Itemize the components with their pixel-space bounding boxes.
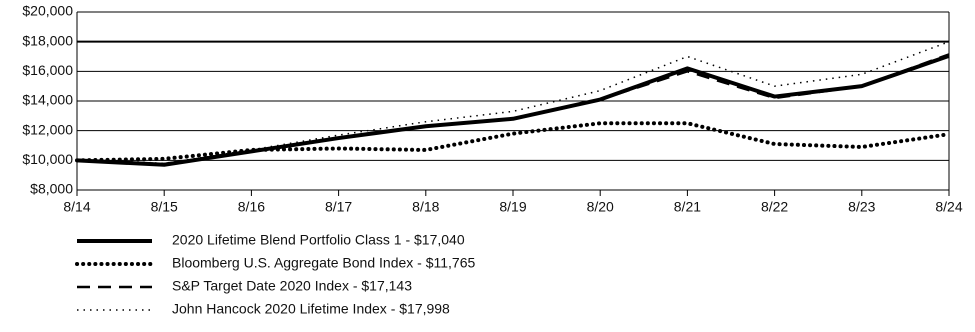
y-tick-label: $10,000 (22, 151, 73, 167)
series-line (76, 54, 950, 167)
y-tick-label: $12,000 (22, 121, 73, 137)
x-tick-label: 8/14 (63, 199, 90, 215)
x-tick-label: 8/22 (761, 199, 788, 215)
legend-label: Bloomberg U.S. Aggregate Bond Index - $1… (172, 255, 475, 271)
x-tick-label: 8/23 (848, 199, 875, 215)
y-tick-label: $16,000 (22, 62, 73, 78)
y-tick-label: $8,000 (30, 181, 73, 197)
series-line (76, 53, 950, 166)
series-line (76, 40, 950, 165)
legend-label: S&P Target Date 2020 Index - $17,143 (172, 278, 412, 294)
x-tick-label: 8/21 (674, 199, 701, 215)
y-tick-label: $14,000 (22, 92, 73, 108)
x-tick-label: 8/17 (325, 199, 352, 215)
legend-label: John Hancock 2020 Lifetime Index - $17,9… (172, 301, 450, 317)
x-tick-label: 8/15 (151, 199, 178, 215)
y-tick-label: $18,000 (22, 32, 73, 48)
x-tick-label: 8/16 (238, 199, 265, 215)
legend-label: 2020 Lifetime Blend Portfolio Class 1 - … (172, 232, 465, 248)
x-tick-label: 8/19 (499, 199, 526, 215)
x-tick-label: 8/18 (412, 199, 439, 215)
x-tick-label: 8/20 (587, 199, 614, 215)
y-tick-label: $20,000 (22, 3, 73, 19)
series-line (75, 121, 951, 163)
x-tick-label: 8/24 (935, 199, 962, 215)
